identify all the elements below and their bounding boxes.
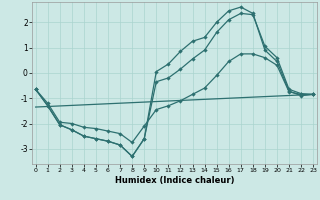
- X-axis label: Humidex (Indice chaleur): Humidex (Indice chaleur): [115, 176, 234, 185]
